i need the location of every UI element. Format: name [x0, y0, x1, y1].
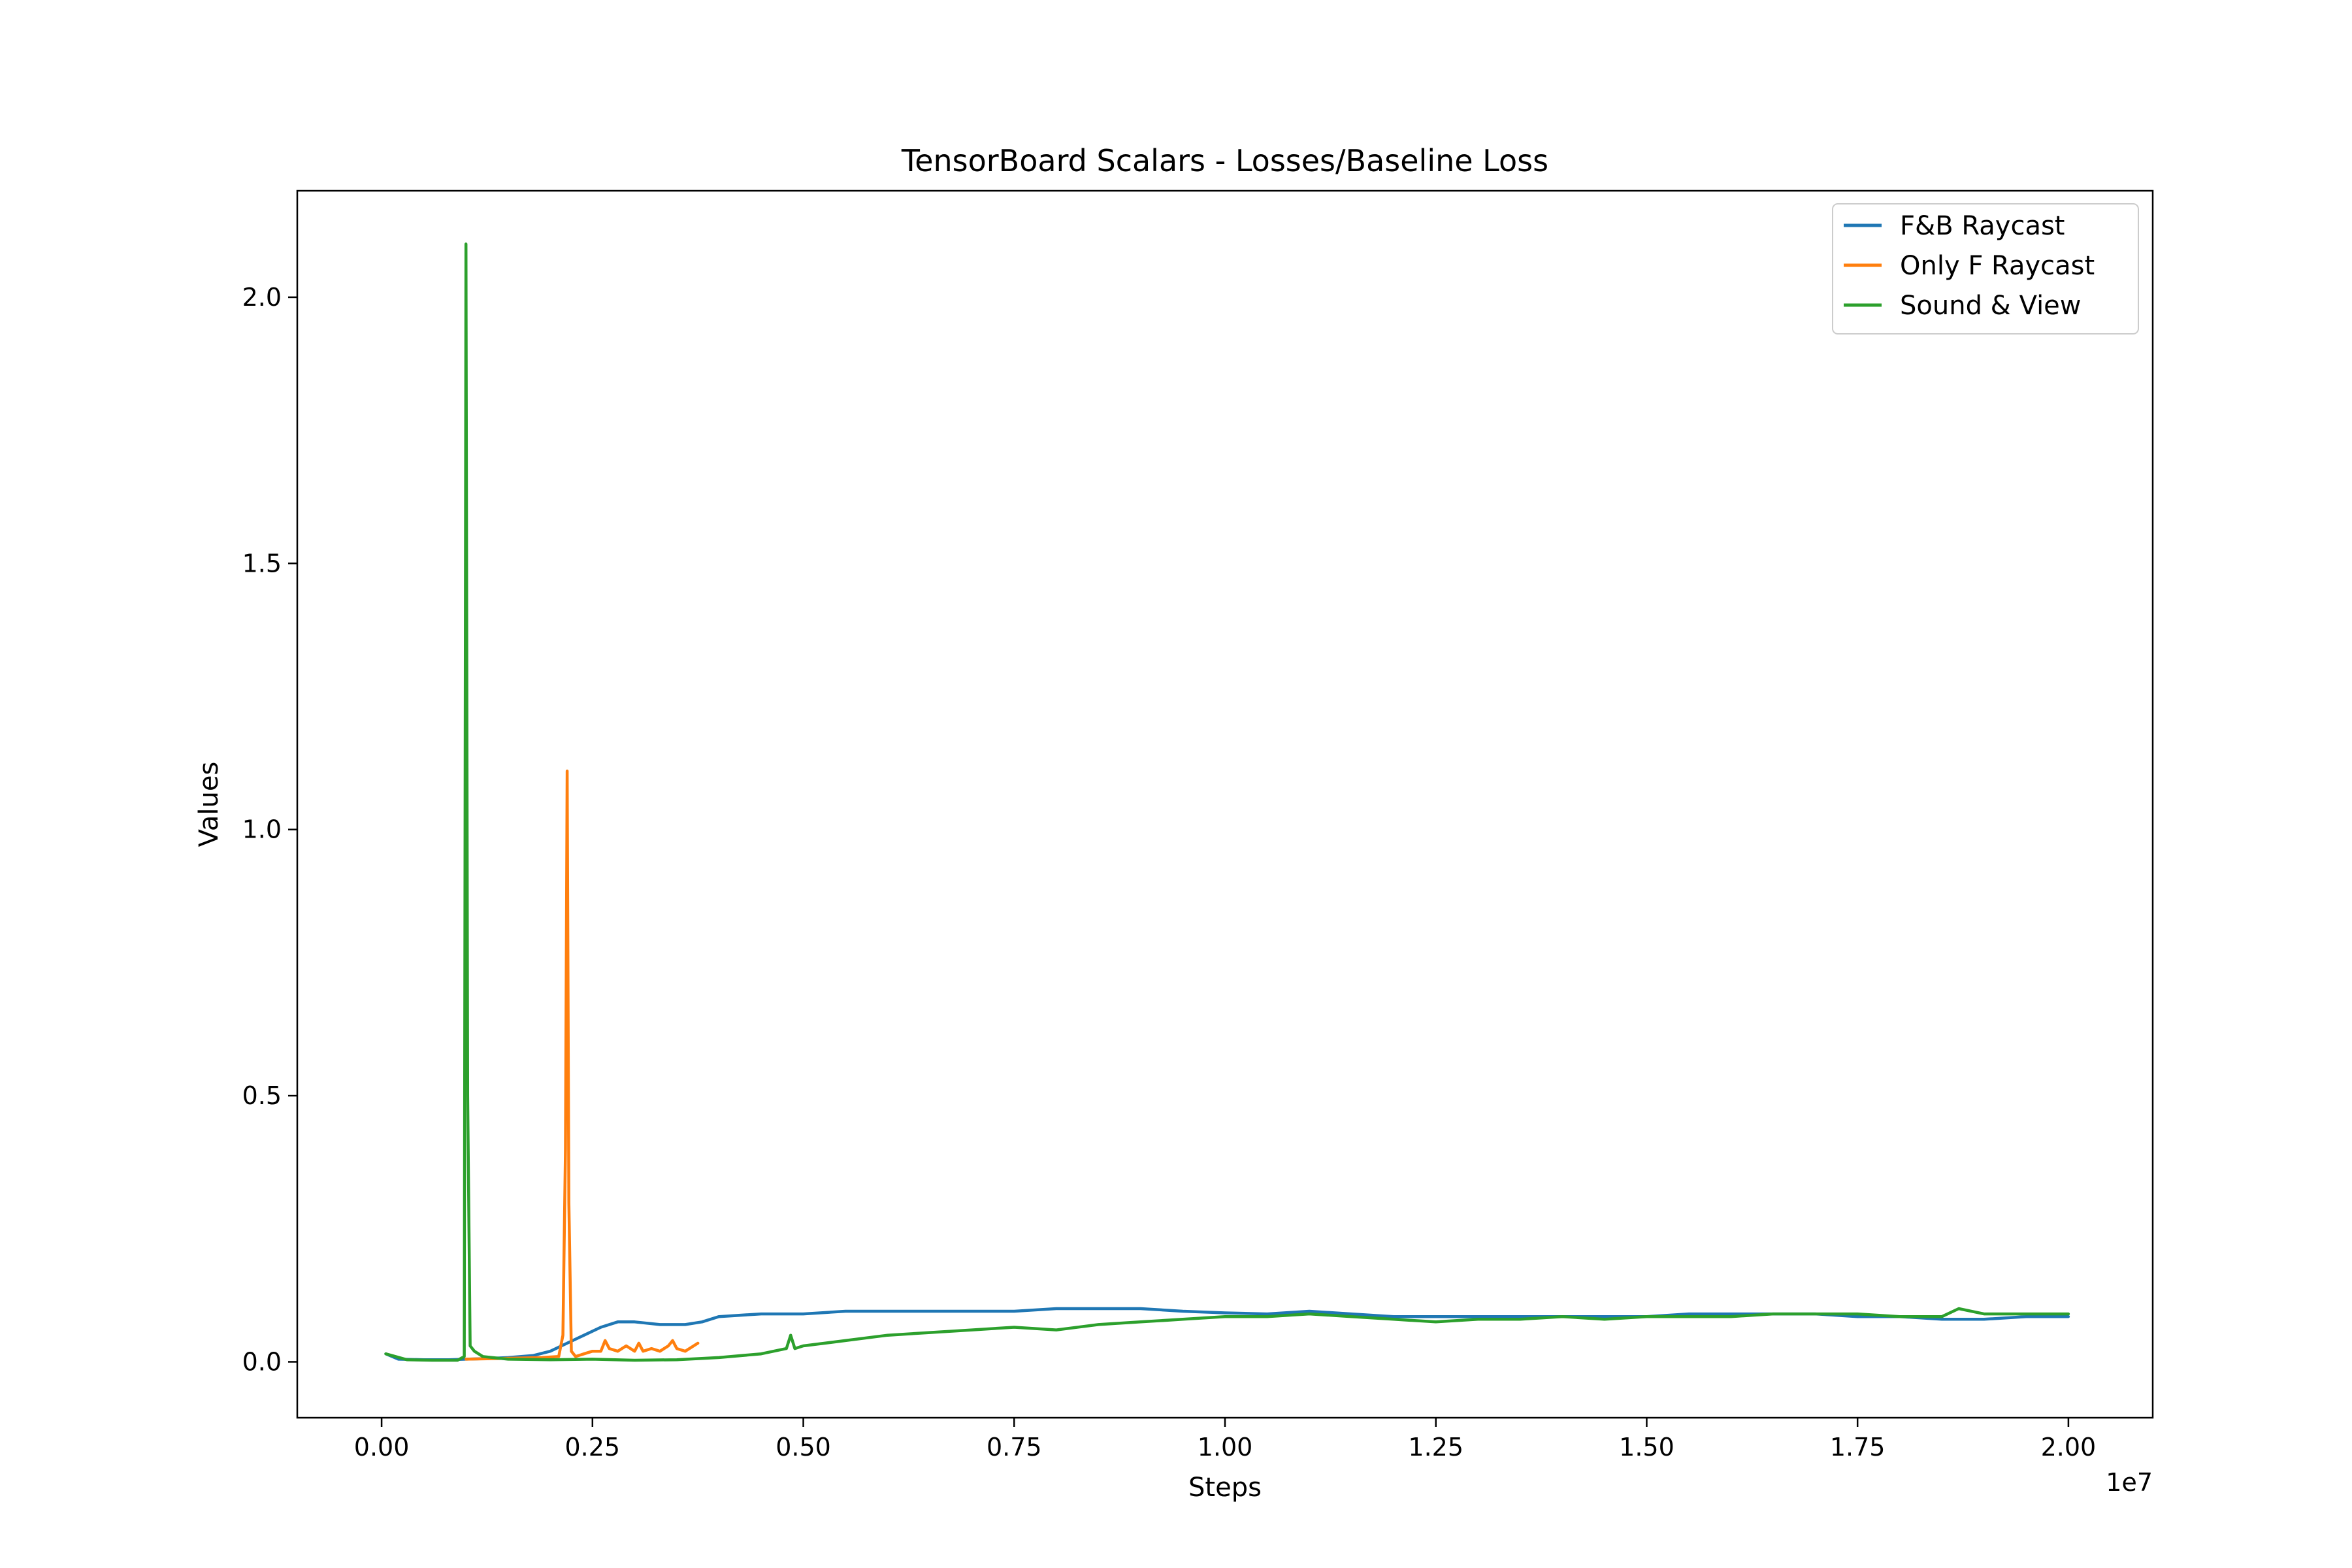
x-tick-label: 1.50	[1619, 1433, 1674, 1462]
y-tick-label: 1.5	[242, 549, 282, 578]
legend-label: Only F Raycast	[1900, 251, 2095, 281]
y-axis-ticks: 0.0 0.5 1.0 1.5 2.0	[242, 283, 297, 1376]
x-axis-ticks: 0.00 0.25 0.50 0.75 1.00 1.25 1.50 1.75 2.00	[354, 1418, 2096, 1462]
series-line-1	[384, 1307, 2070, 1362]
legend-box	[1832, 203, 2139, 335]
y-tick-label: 0.0	[242, 1347, 282, 1376]
x-tick-label: 0.75	[987, 1433, 1042, 1462]
x-tick-label: 2.00	[2041, 1433, 2097, 1462]
x-tick-label: 0.25	[565, 1433, 621, 1462]
x-axis-offset-label: 1e7	[2106, 1468, 2153, 1497]
series-line-3	[384, 242, 2070, 1362]
y-axis-label: Values	[194, 762, 224, 847]
x-tick-label: 0.50	[776, 1433, 831, 1462]
x-tick-label: 1.75	[1830, 1433, 1886, 1462]
y-tick-label: 2.0	[242, 283, 282, 312]
y-tick-label: 0.5	[242, 1081, 282, 1110]
x-tick-label: 0.00	[354, 1433, 410, 1462]
legend: F&B Raycast Only F Raycast Sound & View	[1832, 203, 2139, 335]
series-layer	[384, 242, 2070, 1362]
chart-title: TensorBoard Scalars - Losses/Baseline Lo…	[901, 143, 1548, 178]
x-tick-label: 1.25	[1408, 1433, 1463, 1462]
legend-label: Sound & View	[1900, 291, 2082, 321]
legend-label: F&B Raycast	[1900, 211, 2065, 241]
y-tick-label: 1.0	[242, 815, 282, 844]
series-line-2	[464, 769, 700, 1361]
x-axis-label: Steps	[1188, 1473, 1262, 1503]
x-tick-label: 1.00	[1198, 1433, 1253, 1462]
